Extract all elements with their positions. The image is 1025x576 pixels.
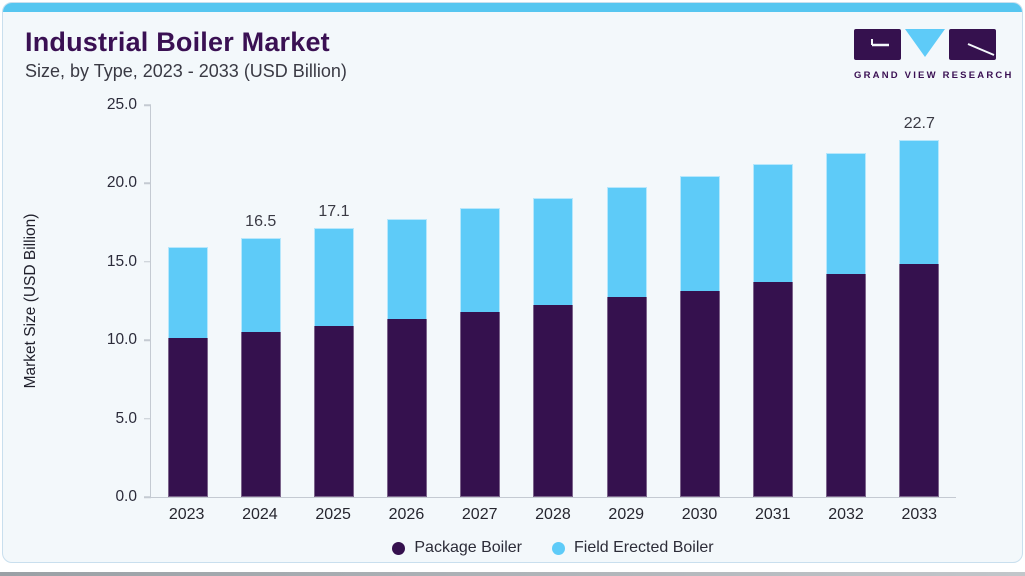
- bar-slot-2026: [371, 105, 444, 497]
- legend-label: Package Boiler: [414, 539, 522, 556]
- y-axis-title: Market Size (USD Billion): [22, 213, 39, 389]
- page-subtitle: Size, by Type, 2023 - 2033 (USD Billion): [25, 61, 347, 81]
- stacked-bar-2033: [899, 140, 940, 497]
- y-tick-label-0.0: 0.0: [115, 488, 137, 505]
- y-tick-label-25.0: 25.0: [106, 96, 137, 113]
- x-tick-label-2031: 2031: [754, 506, 791, 523]
- segment-package-2024: [240, 331, 281, 497]
- bar-slot-2028: [517, 105, 590, 497]
- x-tick-label-2028: 2028: [535, 506, 571, 523]
- logo-wordmark: GRAND VIEW RESEARCH: [854, 70, 1014, 81]
- segment-package-2029: [606, 297, 647, 497]
- y-tick-mark: [144, 104, 151, 106]
- chart-card: Industrial Boiler Market Size, by Type, …: [2, 2, 1023, 563]
- x-tick-label-2027: 2027: [461, 506, 498, 523]
- y-tick-mark: [144, 417, 151, 420]
- y-tick-mark: [144, 182, 151, 185]
- stacked-bar-2024: [240, 237, 281, 497]
- segment-field-erected-2032: [826, 152, 867, 274]
- bar-slot-2024: 16.5: [224, 105, 297, 497]
- segment-package-2028: [533, 305, 574, 497]
- legend-dot-icon: [552, 541, 565, 555]
- bar-slot-2025: 17.1: [297, 105, 370, 497]
- segment-package-2033: [899, 264, 940, 497]
- segment-field-erected-2024: [240, 237, 281, 332]
- segment-field-erected-2028: [533, 198, 574, 306]
- y-tick-label-5.0: 5.0: [115, 409, 137, 427]
- chart-legend: Package Boiler Field Erected Boiler: [150, 539, 956, 557]
- segment-field-erected-2030: [679, 176, 720, 292]
- window-bottom-edge: [0, 572, 1025, 576]
- x-tick-label-2032: 2032: [828, 506, 864, 523]
- grand-view-research-logo: GRAND VIEW RESEARCH: [854, 29, 1014, 81]
- stacked-bar-2032: [826, 152, 867, 497]
- y-tick-label-15.0: 15.0: [106, 252, 137, 270]
- segment-package-2026: [387, 319, 428, 497]
- x-tick-label-2023: 2023: [168, 506, 205, 523]
- stacked-bar-2031: [752, 163, 793, 497]
- bar-slot-2032: [810, 105, 883, 497]
- legend-dot-icon: [392, 541, 406, 555]
- x-axis-labels: 2023 2024 2025 2026 2027 2028 2029 2030 2031 2032…: [150, 506, 956, 524]
- x-tick-label-2026: 2026: [388, 506, 425, 523]
- bars-container: 16.5 17.1 22.7: [151, 105, 956, 497]
- stacked-bar-2030: [679, 176, 720, 497]
- segment-package-2027: [460, 311, 501, 497]
- x-tick-label-2030: 2030: [681, 506, 718, 523]
- stacked-bar-2023: [167, 247, 208, 497]
- segment-field-erected-2023: [167, 247, 208, 339]
- x-tick-label-2024: 2024: [242, 506, 278, 523]
- bar-slot-2031: [736, 105, 809, 497]
- bar-value-label-2033: 22.7: [903, 115, 935, 133]
- segment-field-erected-2025: [313, 228, 354, 326]
- segment-field-erected-2029: [606, 187, 647, 298]
- bar-value-label-2025: 17.1: [318, 203, 350, 221]
- bar-slot-2027: [444, 105, 517, 497]
- bar-slot-2030: [663, 105, 736, 497]
- x-tick-label-2029: 2029: [608, 506, 645, 523]
- legend-label: Field Erected Boiler: [574, 539, 714, 556]
- stacked-bar-2028: [533, 198, 574, 497]
- stacked-bar-2026: [387, 218, 428, 497]
- bar-slot-2029: [590, 105, 663, 497]
- x-tick-label-2033: 2033: [901, 506, 938, 523]
- y-tick-mark: [144, 261, 151, 263]
- legend-item-field-erected-boiler: Field Erected Boiler: [552, 539, 714, 557]
- segment-package-2031: [752, 281, 793, 497]
- segment-package-2032: [826, 273, 867, 497]
- segment-package-2030: [679, 291, 720, 497]
- stacked-bar-2025: [313, 228, 354, 497]
- segment-package-2025: [313, 325, 354, 497]
- segment-field-erected-2026: [387, 218, 428, 320]
- stacked-bar-2029: [606, 187, 647, 497]
- segment-field-erected-2033: [899, 140, 940, 265]
- legend-item-package-boiler: Package Boiler: [392, 539, 522, 557]
- y-tick-label-20.0: 20.0: [106, 174, 137, 192]
- y-tick-mark: [144, 339, 151, 341]
- stacked-bar-2027: [460, 207, 501, 497]
- bar-slot-2023: [151, 105, 224, 497]
- y-tick-label-10.0: 10.0: [106, 331, 137, 349]
- top-accent-bar: [3, 3, 1022, 12]
- x-tick-label-2025: 2025: [315, 506, 351, 523]
- bar-value-label-2024: 16.5: [245, 212, 277, 230]
- page-title: Industrial Boiler Market: [25, 27, 330, 57]
- bar-slot-2033: 22.7: [883, 105, 956, 497]
- segment-field-erected-2031: [752, 163, 793, 282]
- y-tick-mark: [144, 496, 151, 498]
- plot-area: Market Size (USD Billion) 25.0 20.0 15.0 10…: [22, 96, 956, 505]
- segment-package-2023: [167, 338, 208, 497]
- gvr-logo-icon: [854, 29, 996, 60]
- segment-field-erected-2027: [460, 207, 501, 312]
